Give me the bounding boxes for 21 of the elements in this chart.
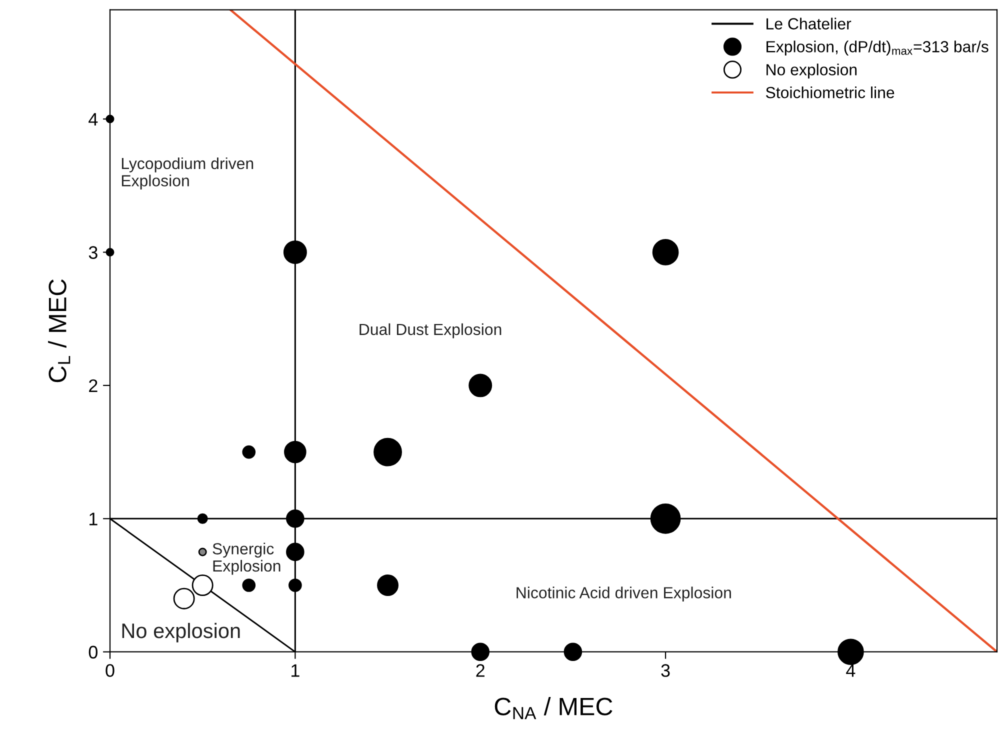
y-tick-label: 0 bbox=[88, 646, 98, 659]
legend-label: No explosion bbox=[766, 64, 857, 79]
annotation: No explosion bbox=[122, 622, 240, 642]
legend-label: Stoichiometric line bbox=[766, 86, 894, 98]
annotation: Nicotinic Acid driven Explosion bbox=[516, 586, 731, 602]
y-axis-title: C$_{L}$ / MEC bbox=[48, 279, 70, 382]
legend-label: Le Chatelier bbox=[766, 18, 852, 30]
x-tick-label: 3 bbox=[661, 664, 670, 677]
annotation: Synergic Explosion bbox=[212, 542, 280, 575]
y-tick-label: 2 bbox=[89, 379, 98, 392]
y-tick-label: 3 bbox=[88, 246, 98, 259]
x-tick-label: 0 bbox=[106, 664, 114, 677]
annotation: Lycopodium driven Explosion bbox=[122, 157, 254, 190]
y-tick-label: 1 bbox=[90, 512, 98, 526]
x-axis-title: C$_{NA}$ / MEC bbox=[494, 697, 612, 720]
x-tick-label: 4 bbox=[846, 664, 856, 677]
x-tick-label: 2 bbox=[476, 664, 484, 677]
annotation: Dual Dust Explosion bbox=[360, 323, 502, 338]
x-tick-label: 1 bbox=[292, 664, 300, 677]
legend-label: Explosion, (dP/dt)$_{max}$=313 bar/s bbox=[766, 40, 988, 56]
y-tick-label: 4 bbox=[88, 113, 98, 126]
